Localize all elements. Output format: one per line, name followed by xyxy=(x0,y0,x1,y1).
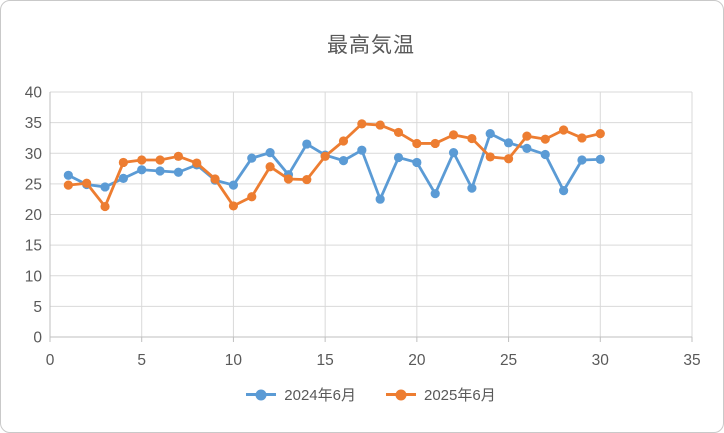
chart-legend: 2024年6月 2025年6月 xyxy=(50,384,692,405)
x-tick-label: 15 xyxy=(317,352,334,369)
data-point-2024-day3 xyxy=(100,182,110,192)
data-point-2025-day13 xyxy=(283,174,294,184)
data-point-2025-day19 xyxy=(393,127,404,138)
data-point-2025-day10 xyxy=(228,201,239,211)
legend-dot-marker-2025-icon xyxy=(395,389,407,400)
data-point-2025-day17 xyxy=(357,119,367,129)
data-point-2025-day24 xyxy=(485,152,495,162)
data-point-2025-day25 xyxy=(503,154,514,164)
x-tick-label: 30 xyxy=(592,352,610,369)
data-point-2025-day7 xyxy=(173,151,183,161)
data-point-2024-day23 xyxy=(467,183,477,193)
data-point-2024-day27 xyxy=(540,149,550,160)
data-point-2025-day20 xyxy=(412,138,422,149)
x-tick-label: 25 xyxy=(500,352,517,369)
data-point-2024-day16 xyxy=(338,156,349,166)
data-point-2024-day14 xyxy=(302,139,312,149)
y-tick-label: 25 xyxy=(25,176,42,193)
data-point-2024-day25 xyxy=(503,138,514,148)
legend-item-2025: 2025年6月 xyxy=(386,384,496,405)
data-point-2025-day23 xyxy=(467,133,477,144)
data-point-2025-day26 xyxy=(522,131,532,141)
y-tick-label: 10 xyxy=(25,268,43,285)
data-point-2025-day5 xyxy=(137,155,147,165)
series-2025-line xyxy=(66,122,602,208)
x-tick-label: 5 xyxy=(137,352,146,369)
x-tick-label: 35 xyxy=(683,352,700,369)
y-tick-label: 30 xyxy=(25,146,43,163)
data-point-2024-day29 xyxy=(577,155,587,165)
data-point-2025-day6 xyxy=(155,155,165,165)
data-point-2024-day10 xyxy=(228,180,239,190)
legend-line-marker-2025-icon xyxy=(386,389,416,400)
y-tick-label: 0 xyxy=(33,330,42,347)
x-tick-label: 10 xyxy=(225,352,243,369)
y-tick-label: 40 xyxy=(25,85,43,102)
legend-label-2025: 2025年6月 xyxy=(424,387,496,404)
data-point-2025-day21 xyxy=(430,138,440,149)
data-point-2025-day16 xyxy=(338,136,349,146)
y-tick-label: 20 xyxy=(25,207,43,224)
data-point-2024-day20 xyxy=(412,157,422,168)
data-point-2025-day14 xyxy=(302,174,312,185)
data-point-2025-day15 xyxy=(320,151,330,161)
data-point-2025-day29 xyxy=(577,133,587,143)
data-point-2024-day22 xyxy=(448,148,459,158)
data-point-2024-day24 xyxy=(485,129,495,139)
data-point-2025-day30 xyxy=(595,129,605,139)
data-point-2024-day6 xyxy=(155,166,165,176)
legend-label-2024: 2024年6月 xyxy=(284,387,356,404)
data-point-2025-day1 xyxy=(63,180,73,190)
data-point-2024-day4 xyxy=(118,173,128,183)
y-tick-label: 5 xyxy=(33,299,42,316)
data-point-2024-day1 xyxy=(63,170,73,180)
data-point-2025-day12 xyxy=(265,162,275,172)
data-point-2024-day21 xyxy=(430,189,440,199)
data-point-2024-day11 xyxy=(247,153,257,163)
x-tick-label: 20 xyxy=(408,352,426,369)
data-point-2025-day3 xyxy=(100,201,110,212)
line-chart-plot: 0 5 10 15 20 25 30 35 0 5 10 15 20 25 30 35 40 xyxy=(25,85,701,370)
data-point-2024-day30 xyxy=(595,154,605,164)
data-point-2025-day2 xyxy=(82,178,92,188)
data-point-2025-day22 xyxy=(448,130,459,140)
legend-line-marker-2024-icon xyxy=(246,389,277,400)
data-point-2025-day27 xyxy=(540,134,550,144)
data-point-2024-day17 xyxy=(357,145,367,155)
data-point-2024-day28 xyxy=(559,186,569,196)
data-point-2025-day4 xyxy=(118,157,128,168)
data-point-2024-day5 xyxy=(137,165,147,175)
x-tick-label: 0 xyxy=(46,352,55,369)
data-point-2025-day9 xyxy=(210,174,220,184)
data-point-2024-day7 xyxy=(173,167,183,177)
chart-title: 最高気温 xyxy=(327,34,415,57)
y-tick-label: 15 xyxy=(25,238,42,255)
data-point-2025-day28 xyxy=(559,125,569,135)
data-point-2025-day8 xyxy=(192,158,202,168)
legend-dot-marker-2024-icon xyxy=(255,389,267,400)
data-point-2024-day19 xyxy=(393,152,404,163)
data-point-2025-day11 xyxy=(247,192,257,202)
y-tick-label: 35 xyxy=(25,115,42,132)
data-point-2024-day12 xyxy=(265,148,275,158)
legend-item-2024: 2024年6月 xyxy=(246,384,356,405)
data-point-2024-day18 xyxy=(375,194,385,204)
data-point-2024-day26 xyxy=(522,143,532,153)
data-point-2025-day18 xyxy=(375,120,385,130)
